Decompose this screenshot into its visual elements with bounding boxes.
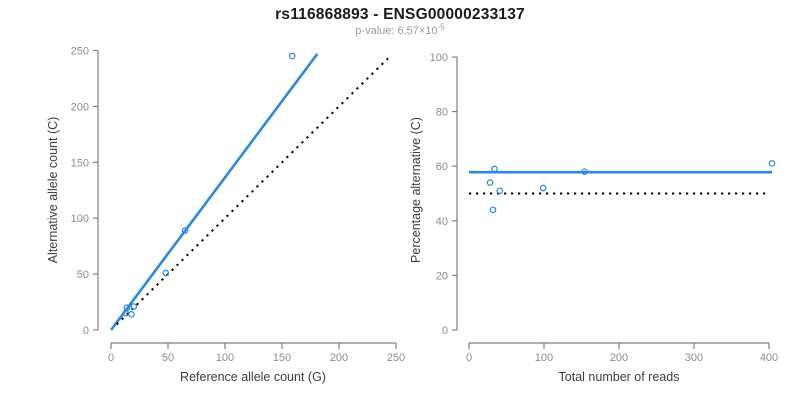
pvalue-text: p-value: 6.57×10	[355, 25, 438, 37]
data-point-right	[489, 206, 497, 214]
x-tick-label-left: 250	[387, 352, 405, 364]
x-tick-label-left: 50	[162, 352, 174, 364]
y-axis-title-left: Alternative allele count (C)	[46, 117, 60, 264]
pvalue-subtitle: p-value: 6.57×10-5	[0, 22, 800, 37]
data-point-right	[539, 184, 547, 192]
y-tick-label-right: 40	[436, 216, 448, 228]
y-tick-label-right: 60	[436, 161, 448, 173]
data-point-right	[768, 160, 776, 167]
identity-line-y-equals-x	[115, 57, 389, 326]
x-axis-title-left: Reference allele count (G)	[180, 370, 326, 384]
y-tick-label-left: 50	[77, 269, 89, 281]
y-tick-label-left: 200	[71, 101, 89, 113]
y-tick-label-left: 150	[71, 157, 89, 169]
y-tick-label-right: 100	[430, 52, 448, 64]
data-point-left	[128, 311, 135, 318]
data-point-left	[181, 227, 189, 234]
data-point-right	[496, 187, 504, 195]
x-tick-label-left: 150	[273, 352, 291, 364]
x-tick-label-right: 300	[685, 352, 703, 364]
y-tick-label-right: 20	[436, 270, 448, 282]
page-title: rs116868893 - ENSG00000233137	[275, 6, 525, 23]
pvalue-exponent: -5	[437, 22, 445, 32]
y-tick-label-left: 0	[83, 325, 89, 337]
y-tick-label-left: 250	[71, 46, 89, 58]
x-tick-label-left: 200	[330, 352, 348, 364]
y-tick-label-right: 0	[442, 325, 448, 337]
y-axis-title-right: Percentage alternative (C)	[409, 117, 423, 263]
data-point-left	[162, 269, 170, 277]
x-tick-label-right: 200	[610, 352, 628, 364]
x-axis-title-right: Total number of reads	[559, 370, 680, 384]
data-point-left	[130, 303, 138, 310]
data-point-left	[122, 309, 130, 317]
regression-fit-line	[109, 53, 319, 331]
x-tick-label-left: 100	[216, 352, 234, 364]
data-point-left	[288, 52, 296, 60]
data-point-right	[581, 168, 588, 175]
x-tick-label-left: 0	[108, 352, 114, 364]
y-tick-label-left: 100	[71, 213, 89, 225]
x-tick-label-right: 0	[466, 352, 472, 364]
x-tick-label-right: 400	[760, 352, 778, 364]
data-point-right	[486, 179, 494, 186]
data-point-right	[491, 165, 498, 173]
x-tick-label-right: 100	[535, 352, 553, 364]
y-tick-label-right: 80	[436, 107, 448, 119]
